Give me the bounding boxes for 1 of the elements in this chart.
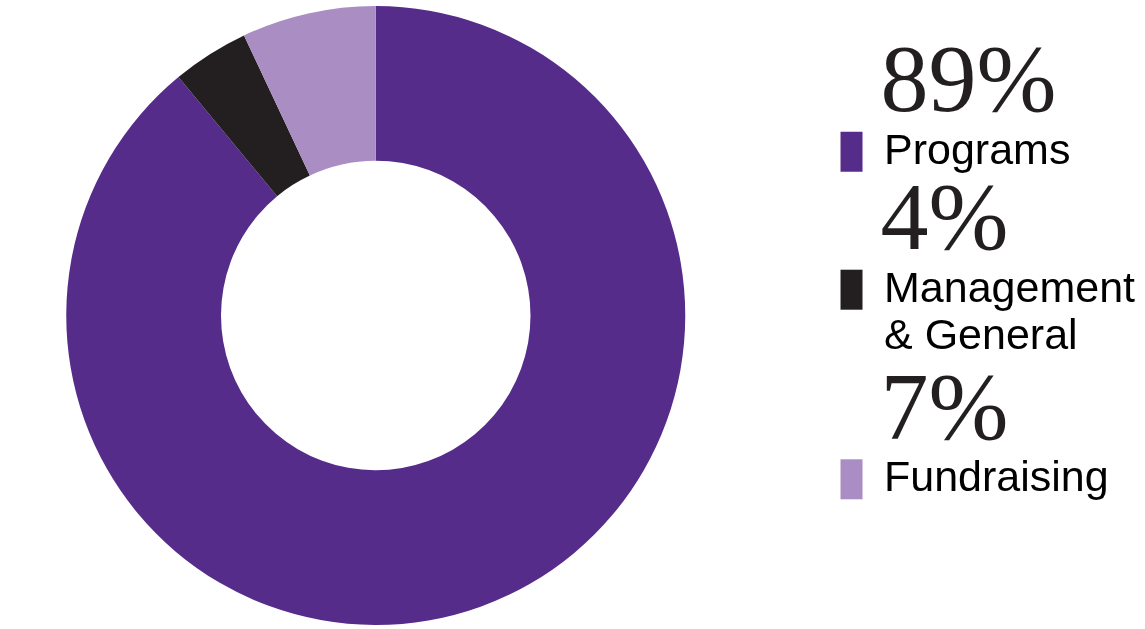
data-label: 89% — [880, 25, 1057, 133]
